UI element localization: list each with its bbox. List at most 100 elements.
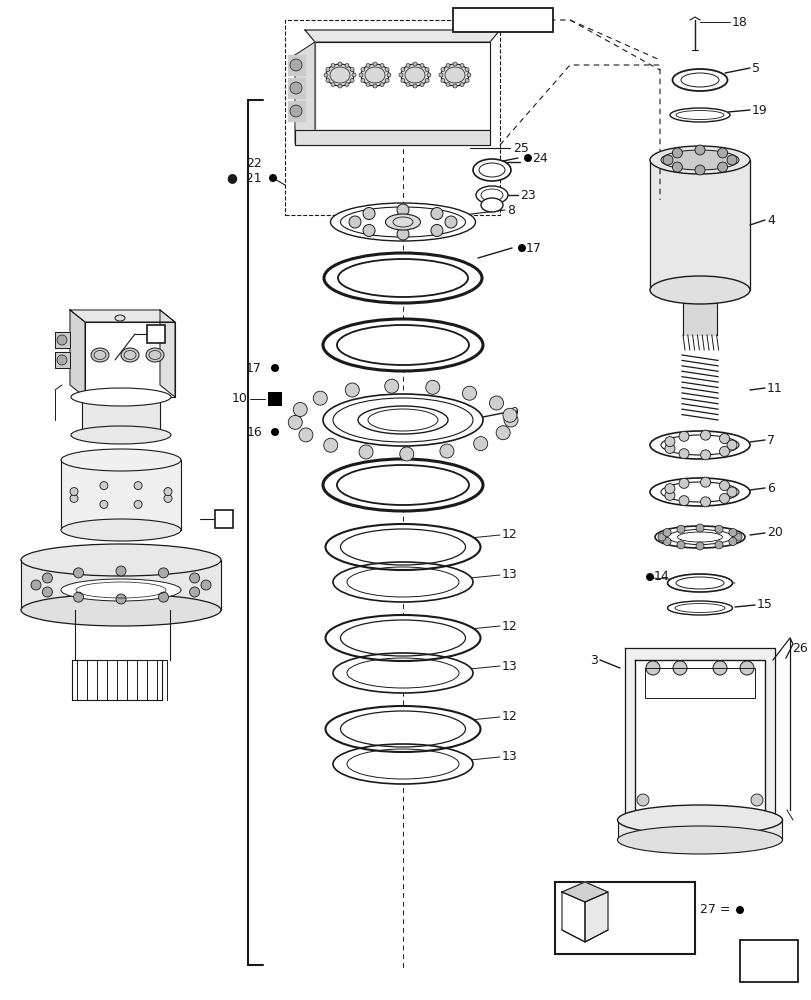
Circle shape: [74, 592, 84, 602]
Circle shape: [331, 83, 335, 87]
Circle shape: [663, 528, 670, 536]
Circle shape: [646, 661, 659, 675]
Polygon shape: [82, 397, 160, 435]
Ellipse shape: [660, 150, 738, 170]
Circle shape: [462, 386, 476, 400]
Circle shape: [134, 482, 142, 490]
Text: ●  21: ● 21: [227, 172, 262, 185]
Circle shape: [735, 906, 743, 914]
Circle shape: [726, 487, 736, 497]
Circle shape: [419, 83, 423, 87]
Circle shape: [325, 79, 329, 83]
Circle shape: [399, 447, 414, 461]
Ellipse shape: [325, 64, 354, 86]
Circle shape: [700, 450, 710, 460]
Circle shape: [427, 73, 431, 77]
Text: 12: 12: [501, 528, 517, 542]
Circle shape: [413, 84, 417, 88]
Circle shape: [445, 83, 449, 87]
Text: 24: 24: [531, 152, 547, 165]
Polygon shape: [75, 610, 169, 660]
Circle shape: [116, 594, 126, 604]
Bar: [453, 8, 552, 32]
Polygon shape: [294, 130, 489, 145]
Polygon shape: [55, 332, 70, 348]
Circle shape: [453, 62, 457, 66]
Circle shape: [158, 592, 169, 602]
Circle shape: [349, 216, 361, 228]
Ellipse shape: [667, 601, 732, 615]
Ellipse shape: [654, 526, 744, 548]
Text: 3: 3: [590, 654, 597, 666]
Circle shape: [695, 524, 703, 532]
Polygon shape: [561, 882, 607, 902]
Circle shape: [42, 587, 53, 597]
Circle shape: [678, 449, 689, 459]
Circle shape: [678, 496, 689, 506]
Circle shape: [401, 68, 405, 72]
Ellipse shape: [325, 524, 480, 570]
Circle shape: [350, 68, 354, 72]
Ellipse shape: [115, 315, 125, 321]
Text: 35.352.060: 35.352.060: [466, 14, 538, 27]
Circle shape: [337, 62, 341, 66]
Circle shape: [502, 408, 517, 422]
Circle shape: [363, 208, 375, 220]
Ellipse shape: [333, 744, 473, 784]
Circle shape: [293, 402, 307, 416]
Bar: [268, 392, 281, 406]
Circle shape: [663, 538, 670, 546]
Text: 16: 16: [246, 426, 262, 438]
Circle shape: [664, 437, 674, 447]
Text: 4: 4: [766, 214, 774, 227]
Polygon shape: [288, 55, 305, 75]
Ellipse shape: [325, 615, 480, 661]
Ellipse shape: [385, 214, 420, 230]
Circle shape: [158, 568, 169, 578]
Circle shape: [100, 500, 108, 508]
Circle shape: [337, 84, 341, 88]
Circle shape: [406, 63, 410, 67]
Circle shape: [496, 426, 509, 440]
Circle shape: [397, 228, 409, 240]
Polygon shape: [315, 42, 489, 130]
Text: 12: 12: [501, 710, 517, 723]
Text: 2: 2: [220, 512, 228, 526]
Circle shape: [201, 580, 211, 590]
Circle shape: [387, 73, 391, 77]
Circle shape: [345, 63, 349, 67]
Text: 19: 19: [751, 104, 767, 117]
Circle shape: [460, 83, 463, 87]
Ellipse shape: [672, 69, 727, 91]
Circle shape: [324, 73, 328, 77]
Circle shape: [694, 165, 704, 175]
Circle shape: [517, 244, 526, 252]
Circle shape: [164, 488, 172, 496]
Circle shape: [397, 204, 409, 216]
Circle shape: [646, 573, 653, 581]
Circle shape: [431, 208, 442, 220]
Circle shape: [719, 446, 728, 456]
Circle shape: [116, 566, 126, 576]
Text: 10: 10: [232, 392, 247, 406]
Text: 17: 17: [526, 241, 541, 254]
Circle shape: [406, 83, 410, 87]
Circle shape: [298, 428, 312, 442]
Bar: [215, 510, 233, 528]
Circle shape: [719, 434, 728, 444]
Circle shape: [100, 482, 108, 490]
Polygon shape: [634, 660, 764, 820]
Circle shape: [672, 661, 686, 675]
Circle shape: [726, 155, 736, 165]
Polygon shape: [624, 648, 774, 820]
Circle shape: [719, 493, 728, 503]
Circle shape: [466, 73, 470, 77]
Text: 14: 14: [653, 570, 669, 584]
Circle shape: [345, 83, 349, 87]
Ellipse shape: [667, 530, 732, 544]
Bar: [739, 940, 797, 982]
Circle shape: [453, 84, 457, 88]
Circle shape: [70, 494, 78, 502]
Circle shape: [700, 430, 710, 440]
Text: 13: 13: [501, 750, 517, 764]
